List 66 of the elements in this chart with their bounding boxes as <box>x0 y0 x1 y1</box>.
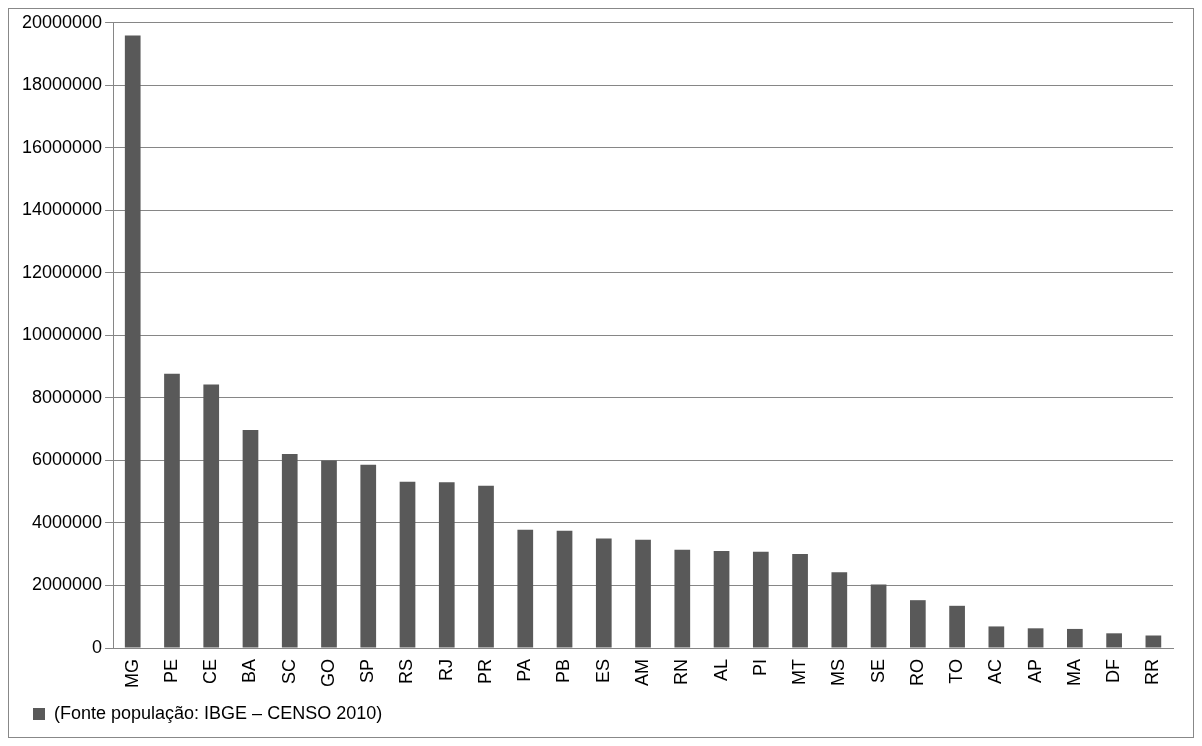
x-tick-label: PR <box>474 659 495 685</box>
x-tick-label: ES <box>592 659 613 684</box>
bar <box>478 485 494 648</box>
y-tick-label: 2000000 <box>32 574 103 595</box>
y-tick-label: 16000000 <box>21 136 103 157</box>
x-tick-label: SP <box>357 659 378 684</box>
x-tick-label: RR <box>1142 659 1163 685</box>
x-tick-label: AL <box>710 659 731 682</box>
y-tick-label: 4000000 <box>32 511 103 532</box>
y-tick-label: 10000000 <box>21 324 103 345</box>
x-tick-label: MS <box>828 659 849 686</box>
x-tick-label: RS <box>396 659 417 685</box>
bar <box>399 481 416 648</box>
bar <box>517 529 534 648</box>
x-tick-label: MT <box>789 659 810 685</box>
x-tick-label: SC <box>278 659 299 685</box>
x-tick-label: RN <box>671 659 692 685</box>
x-tick-label: MG <box>121 659 142 688</box>
x-tick-label: AC <box>985 659 1006 685</box>
y-tick-label: 8000000 <box>32 386 103 407</box>
x-tick-label: PE <box>160 659 181 684</box>
bar <box>281 453 298 648</box>
bar <box>1145 635 1162 648</box>
x-tick-label: DF <box>1103 659 1124 683</box>
y-tick-label: 14000000 <box>21 199 103 220</box>
y-tick-label: 6000000 <box>32 449 103 470</box>
bar <box>674 549 691 648</box>
y-tick-label: 20000000 <box>21 11 103 32</box>
bar <box>595 538 612 648</box>
bar <box>752 551 769 648</box>
bar <box>124 35 141 648</box>
legend-label: (Fonte população: IBGE – CENSO 2010) <box>54 702 383 723</box>
y-tick-label: 0 <box>92 636 103 657</box>
x-tick-label: RO <box>906 659 927 686</box>
y-tick-label: 18000000 <box>21 74 103 95</box>
bar <box>242 430 259 648</box>
x-tick-label: MA <box>1063 659 1084 686</box>
x-tick-label: BA <box>239 659 260 684</box>
x-tick-label: SE <box>867 659 888 684</box>
bar <box>988 626 1005 648</box>
x-tick-label: GO <box>317 659 338 688</box>
x-tick-label: CE <box>200 659 221 685</box>
bar <box>792 553 808 648</box>
bar <box>164 373 180 648</box>
x-tick-label: RJ <box>435 659 456 681</box>
bar <box>870 584 887 648</box>
x-tick-label: PB <box>553 659 574 684</box>
bar <box>321 460 337 648</box>
bar <box>1067 628 1083 648</box>
y-tick-label: 12000000 <box>21 261 103 282</box>
bar <box>438 482 455 648</box>
bar <box>556 530 573 648</box>
x-tick-label: TO <box>946 659 967 684</box>
bar <box>1106 633 1122 648</box>
bar <box>635 539 651 648</box>
x-tick-label: AM <box>632 659 653 686</box>
bar <box>713 551 730 648</box>
x-tick-label: AP <box>1024 659 1045 684</box>
x-tick-label: PA <box>514 659 535 682</box>
bar <box>949 605 965 648</box>
bar <box>203 384 220 648</box>
x-tick-label: PI <box>749 659 770 677</box>
bar <box>831 572 848 648</box>
bar <box>909 600 926 648</box>
bar <box>360 464 377 648</box>
bar <box>1027 628 1044 648</box>
